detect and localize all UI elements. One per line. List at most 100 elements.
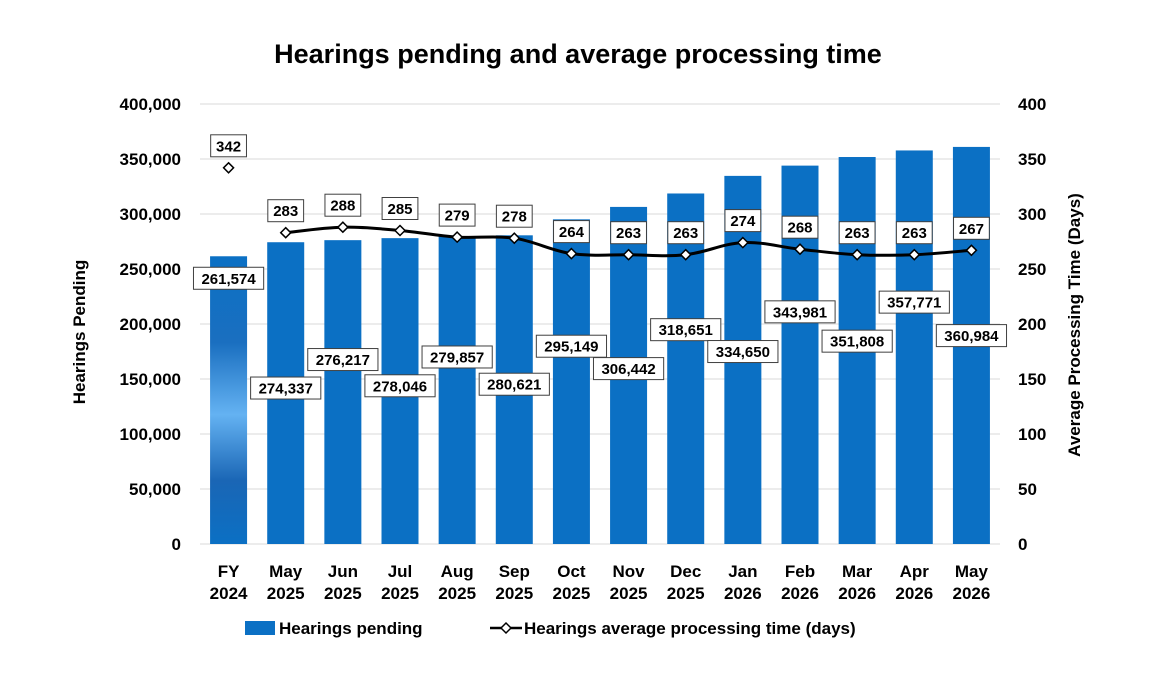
- bar: [895, 150, 933, 544]
- line-data-label-group: 288: [324, 193, 362, 217]
- x-tick-label: Nov: [613, 562, 646, 581]
- bar-data-label: 351,808: [830, 334, 884, 351]
- x-tick-label-year: 2026: [953, 584, 991, 603]
- line-data-label: 264: [559, 224, 585, 241]
- x-tick-label-year: 2024: [210, 584, 248, 603]
- x-tick-label-year: 2026: [724, 584, 762, 603]
- line-data-label: 263: [616, 225, 641, 242]
- bar-data-label-group: 351,808: [821, 329, 893, 353]
- bar-data-label-box: [764, 300, 836, 324]
- line-data-label: 263: [845, 225, 870, 242]
- x-tick-label: Jan: [728, 562, 757, 581]
- x-tick-label-year: 2025: [267, 584, 305, 603]
- line-data-label-group: 263: [895, 221, 933, 245]
- x-tick-label-year: 2025: [381, 584, 419, 603]
- line-data-label: 279: [445, 208, 470, 225]
- bar: [438, 236, 476, 545]
- line-point: [222, 161, 235, 174]
- y-tick-label: 100,000: [120, 425, 181, 444]
- bar-data-label: 274,337: [259, 381, 313, 398]
- chart-title: Hearings pending and average processing …: [274, 39, 882, 69]
- bar-data-label: 343,981: [773, 304, 827, 321]
- line-data-label: 267: [959, 221, 984, 238]
- bar-data-label-box: [707, 340, 779, 364]
- x-tick-label-year: 2025: [495, 584, 533, 603]
- bar-data-label-box: [935, 324, 1008, 348]
- bar-data-label: 306,442: [601, 361, 655, 378]
- line-series: [222, 161, 978, 261]
- y-tick-label: 300,000: [120, 205, 181, 224]
- bar: [210, 256, 248, 544]
- left-axis-title: Hearings Pending: [70, 260, 89, 405]
- bar-data-label: 276,217: [316, 352, 370, 369]
- line-data-label-box: [381, 197, 419, 220]
- line-data-label-box: [838, 221, 876, 245]
- line-data-label: 263: [902, 225, 927, 242]
- y-tick-label: 50,000: [129, 480, 181, 499]
- bar-data-label: 295,149: [544, 339, 598, 356]
- line-data-label-box: [210, 134, 247, 158]
- line-data-label-box: [953, 216, 990, 240]
- line-point: [336, 221, 349, 234]
- bar-data-label: 278,046: [373, 378, 427, 395]
- x-tick-label-year: 2025: [324, 584, 362, 603]
- line-point: [393, 224, 407, 237]
- y2-tick-label: 50: [1018, 480, 1037, 499]
- y2-tick-label: 150: [1018, 370, 1046, 389]
- x-tick-label-year: 2026: [895, 584, 933, 603]
- bar-data-label-group: 278,046: [364, 374, 436, 398]
- line-data-label-box: [267, 199, 305, 223]
- gridlines: [200, 103, 1000, 545]
- bar-data-label: 261,574: [201, 271, 256, 288]
- x-tick-label-year: 2025: [610, 584, 648, 603]
- bar-data-label-box: [650, 318, 722, 342]
- line-data-label-box: [438, 203, 476, 227]
- line-point: [908, 248, 921, 261]
- bar: [324, 240, 362, 544]
- bar-data-label-box: [878, 290, 950, 314]
- y2-tick-label: 0: [1018, 535, 1027, 554]
- y-tick-label: 150,000: [120, 370, 181, 389]
- x-tick-label: Feb: [785, 562, 815, 581]
- bar-data-label-group: 334,650: [707, 340, 779, 364]
- line-data-label: 278: [502, 209, 527, 226]
- x-tick-label-year: 2025: [667, 584, 705, 603]
- y2-tick-label: 300: [1018, 205, 1046, 224]
- line-point: [565, 247, 578, 260]
- bar: [667, 193, 705, 545]
- line-point: [679, 248, 692, 261]
- bar-data-label: 318,651: [659, 322, 713, 339]
- line-data-label-group: 268: [781, 215, 819, 239]
- x-tick-label: Mar: [842, 562, 873, 581]
- legend-bar-swatch: [245, 621, 275, 635]
- line-data-label: 288: [330, 198, 355, 215]
- bar-data-label-group: 357,771: [878, 290, 950, 314]
- line-data-label-group: 342: [210, 134, 247, 158]
- line-point: [279, 226, 292, 239]
- line-data-label-box: [667, 221, 705, 245]
- bar-data-label: 360,984: [944, 328, 999, 345]
- line-data-label-box: [781, 215, 819, 239]
- line-data-label-group: 278: [495, 204, 533, 228]
- bar-data-label-box: [821, 329, 893, 353]
- x-tick-label-year: 2025: [438, 584, 476, 603]
- line-data-label: 274: [730, 213, 756, 230]
- x-tick-label: Jun: [328, 562, 358, 581]
- left-axis: 0 50,000 100,000 150,000 200,000 250,000 300,0…: [120, 95, 181, 554]
- bar-data-label-box: [364, 374, 436, 398]
- bar-data-label-box: [250, 376, 322, 400]
- line-data-labels: 342 283 288 285 279 278 264 263 263 274 268 263 263 2…: [210, 134, 990, 245]
- bar-data-label-group: 261,574: [192, 266, 265, 290]
- bar-data-label-group: 295,149: [535, 334, 608, 358]
- line-data-label-group: 263: [838, 221, 876, 245]
- bar-data-label-group: 360,984: [935, 324, 1008, 348]
- x-axis: FY 2024 May 2025 Jun 2025 Jul 2025 Aug 2025 Sep 202…: [210, 562, 991, 603]
- x-tick-label-year: 2025: [553, 584, 591, 603]
- line-data-label: 268: [787, 220, 812, 237]
- y2-tick-label: 100: [1018, 425, 1046, 444]
- bar-data-label-box: [592, 357, 665, 381]
- y2-tick-label: 200: [1018, 315, 1046, 334]
- x-tick-label-year: 2026: [781, 584, 819, 603]
- bar: [552, 219, 590, 544]
